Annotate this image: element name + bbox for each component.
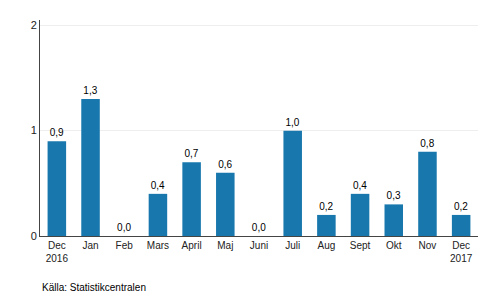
svg-text:0,0: 0,0 bbox=[252, 222, 266, 233]
svg-text:Nov: Nov bbox=[419, 240, 437, 251]
svg-text:0,2: 0,2 bbox=[319, 201, 333, 212]
svg-text:Källa: Statistikcentralen: Källa: Statistikcentralen bbox=[42, 282, 146, 293]
svg-text:Dec2016: Dec2016 bbox=[46, 240, 69, 264]
svg-text:0,4: 0,4 bbox=[353, 180, 367, 191]
svg-text:Juli: Juli bbox=[285, 240, 300, 251]
svg-text:0,3: 0,3 bbox=[387, 190, 401, 201]
svg-text:0,8: 0,8 bbox=[420, 138, 434, 149]
svg-text:Mars: Mars bbox=[147, 240, 169, 251]
svg-text:Okt: Okt bbox=[386, 240, 402, 251]
svg-text:0,6: 0,6 bbox=[218, 159, 232, 170]
svg-text:1,0: 1,0 bbox=[286, 117, 300, 128]
svg-text:0,4: 0,4 bbox=[151, 180, 165, 191]
svg-text:Jan: Jan bbox=[82, 240, 98, 251]
svg-text:2: 2 bbox=[31, 19, 37, 31]
svg-text:April: April bbox=[182, 240, 202, 251]
svg-text:1,3: 1,3 bbox=[83, 85, 97, 96]
svg-text:0,9: 0,9 bbox=[50, 127, 64, 138]
svg-text:Juni: Juni bbox=[250, 240, 268, 251]
svg-text:0,0: 0,0 bbox=[117, 222, 131, 233]
svg-text:0: 0 bbox=[31, 230, 37, 242]
svg-text:Maj: Maj bbox=[217, 240, 233, 251]
svg-text:Dec2017: Dec2017 bbox=[450, 240, 473, 264]
svg-text:0,2: 0,2 bbox=[454, 201, 468, 212]
svg-text:0,7: 0,7 bbox=[184, 148, 198, 159]
svg-text:1: 1 bbox=[31, 124, 37, 136]
svg-text:Sept: Sept bbox=[350, 240, 371, 251]
svg-text:Aug: Aug bbox=[317, 240, 335, 251]
svg-text:Feb: Feb bbox=[116, 240, 134, 251]
